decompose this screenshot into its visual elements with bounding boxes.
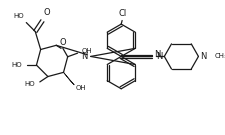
Text: N: N [82, 52, 88, 61]
Text: N: N [154, 50, 161, 59]
Text: OH: OH [81, 48, 92, 54]
Text: CH₃: CH₃ [215, 53, 225, 59]
Text: O: O [60, 38, 66, 47]
Text: N: N [156, 52, 162, 61]
Text: HO: HO [25, 81, 35, 87]
Text: N: N [200, 52, 207, 61]
Text: OH: OH [76, 85, 87, 91]
Polygon shape [63, 72, 74, 85]
Text: Cl: Cl [119, 9, 127, 18]
Text: HO: HO [13, 13, 24, 19]
Text: HO: HO [11, 62, 22, 68]
Text: O: O [43, 8, 50, 17]
